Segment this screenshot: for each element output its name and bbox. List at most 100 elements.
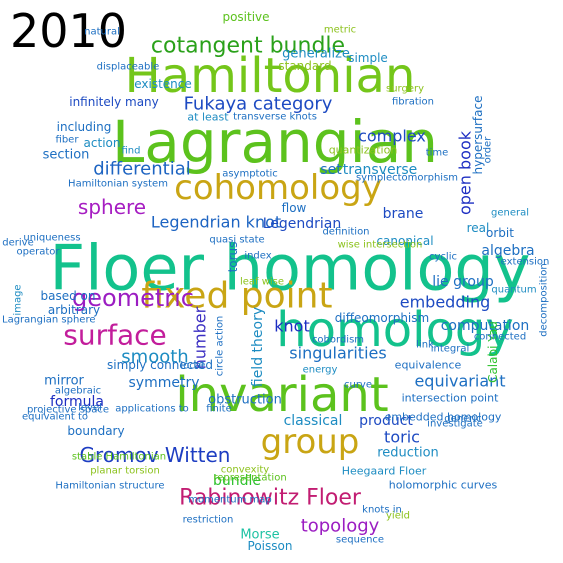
cloud-word: hypersurface xyxy=(471,96,485,175)
cloud-word: Gromov Witten xyxy=(80,443,231,467)
cloud-word: quantum xyxy=(491,285,536,296)
cloud-word: simply connected xyxy=(107,358,213,372)
cloud-word: fixed point xyxy=(141,276,332,317)
cloud-word: orbit xyxy=(486,226,514,240)
cloud-word: stable Hamiltonian xyxy=(72,452,166,463)
cloud-word: metric xyxy=(324,25,356,36)
cloud-word: extension xyxy=(501,257,550,268)
cloud-word: arbitrary xyxy=(48,303,100,317)
cloud-word: boundary xyxy=(67,424,124,438)
cloud-word: set xyxy=(320,162,342,178)
cloud-word: action xyxy=(84,136,121,150)
cloud-word: quantization xyxy=(329,144,398,157)
cloud-word: existence xyxy=(134,77,192,91)
cloud-word: cohomology xyxy=(174,168,382,208)
cloud-word: at least xyxy=(187,111,229,124)
cloud-word: index xyxy=(244,251,271,262)
cloud-word: field theory xyxy=(250,307,266,387)
cloud-word: classical xyxy=(284,413,343,429)
cloud-word: derive xyxy=(2,238,33,249)
cloud-word: canonical xyxy=(376,234,433,248)
cloud-word: torus xyxy=(226,242,240,273)
cloud-word: Hamiltonian structure xyxy=(55,481,164,492)
cloud-word: quasi state xyxy=(209,235,264,246)
cloud-word: order xyxy=(483,136,494,164)
cloud-word: holomorphic curves xyxy=(389,479,498,492)
cloud-word: link xyxy=(416,340,434,351)
cloud-word: mirror xyxy=(44,374,84,389)
cloud-word: toric xyxy=(384,428,420,447)
cloud-word: knot xyxy=(274,317,309,336)
cloud-word: homology xyxy=(276,302,514,358)
cloud-word: algebra xyxy=(481,243,534,259)
cloud-word: embedded homology xyxy=(385,411,502,424)
cloud-word: natural xyxy=(84,27,120,38)
cloud-word: diffeomorphism xyxy=(335,311,429,325)
cloud-word: Hamiltonian xyxy=(125,48,416,104)
cloud-word: surface xyxy=(63,319,166,352)
cloud-word: Hamiltonian system xyxy=(68,179,168,190)
cloud-word: Lagrangian sphere xyxy=(2,315,96,326)
cloud-word: infinitely many xyxy=(69,95,159,109)
cloud-word: geometric xyxy=(72,284,194,312)
cloud-word: real xyxy=(467,221,490,235)
cloud-word: energy xyxy=(303,365,338,376)
cloud-word: standard xyxy=(278,59,331,73)
cloud-word: curve xyxy=(344,380,372,391)
cloud-word: projective space xyxy=(27,405,109,416)
cloud-word: connected xyxy=(474,332,526,343)
cloud-word: momentum map xyxy=(188,495,272,506)
cloud-word: general xyxy=(491,208,529,219)
cloud-word: investigate xyxy=(427,419,483,430)
cloud-word: obstruction xyxy=(208,393,282,408)
cloud-word: Lagrangian xyxy=(112,108,438,176)
cloud-word: including xyxy=(57,120,112,134)
cloud-word: intersection point xyxy=(402,392,499,405)
cloud-word: Legendrian knot xyxy=(151,213,281,232)
cloud-word: surgery xyxy=(386,84,424,95)
cloud-word: generic xyxy=(444,414,481,425)
cloud-word: topology xyxy=(301,516,380,537)
cloud-word: finite xyxy=(206,404,232,415)
cloud-word: symplectomorphism xyxy=(356,173,458,184)
cloud-word: yield xyxy=(386,511,410,522)
cloud-word: smooth xyxy=(121,347,188,368)
cloud-word: fiber xyxy=(56,135,80,146)
cloud-word: section xyxy=(43,148,90,163)
cloud-word: symmetry xyxy=(129,375,200,391)
cloud-word: wise intersection xyxy=(338,240,423,251)
cloud-word: group xyxy=(261,422,360,462)
cloud-word: Legendrian xyxy=(263,216,342,232)
cloud-word: positive xyxy=(222,10,269,24)
cloud-word: differential xyxy=(93,159,190,180)
cloud-word: lie group xyxy=(432,274,494,290)
cloud-word: Calabi Yau xyxy=(486,321,500,383)
cloud-word: embedding xyxy=(400,293,490,312)
cloud-word: equivalence xyxy=(395,359,462,372)
cloud-word: bundle xyxy=(213,473,261,489)
cloud-word: Rabinowitz Floer xyxy=(179,486,362,511)
cloud-word: applications to xyxy=(115,404,189,415)
cloud-word: image xyxy=(13,284,24,315)
cloud-word: complex xyxy=(358,127,426,146)
cloud-word: Floer homology xyxy=(50,232,531,305)
cloud-word: fibration xyxy=(392,97,434,108)
cloud-word: Morse xyxy=(240,528,279,543)
cloud-word: number xyxy=(191,306,210,369)
cloud-word: local xyxy=(180,361,203,372)
year-label: 2010 xyxy=(10,4,128,58)
cloud-word: uniqueness xyxy=(23,233,80,244)
cloud-word: displaceable xyxy=(97,62,160,73)
cloud-word: leaf wise xyxy=(240,277,284,288)
cloud-word: circle action xyxy=(215,316,226,377)
cloud-word: simple xyxy=(348,51,388,65)
cloud-word: flow xyxy=(282,201,307,215)
cloud-word: integral xyxy=(431,344,470,355)
cloud-word: equivariant xyxy=(414,372,505,391)
cloud-word: cyclic xyxy=(429,252,457,263)
cloud-word: find xyxy=(122,146,141,157)
cloud-word: level xyxy=(78,403,102,414)
cloud-word: sphere xyxy=(78,195,146,219)
